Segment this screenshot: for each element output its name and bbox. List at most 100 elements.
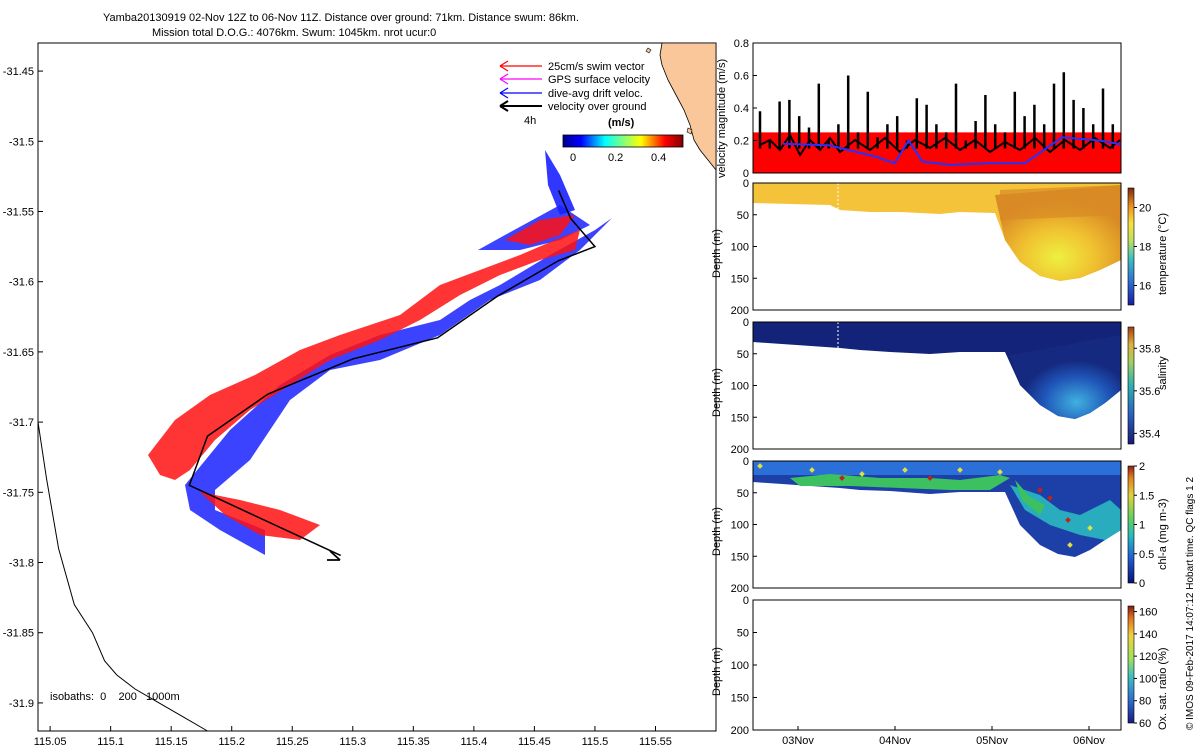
chla-max-layer: [790, 474, 1010, 490]
depth-tick-label: 50: [737, 628, 749, 640]
vel-ytick-label: 0.4: [734, 103, 749, 115]
temperature-colorbar: [1127, 187, 1135, 306]
qc-flag-marker: [1065, 517, 1071, 523]
chla-field: [753, 461, 1121, 557]
depth-tick-label: 0: [743, 595, 749, 607]
ground-speed-stairs: [759, 133, 1121, 157]
legend-gps-arrowhead: [499, 73, 509, 85]
legend-gps: GPS surface velocity: [548, 74, 651, 86]
qc-flag-marker: [859, 471, 865, 477]
colorbar-label: (m/s): [608, 117, 635, 129]
chla-cbar-label: chl-a (mg m-3): [1157, 498, 1169, 570]
vel-yticks: 0 0.2 0.4 0.6 0.8: [734, 38, 757, 180]
qc-flag-marker: [927, 475, 933, 481]
qc-flag-marker: [1087, 525, 1093, 531]
salinity-field: [753, 322, 1121, 419]
cbar-tick-label: 18: [1139, 242, 1151, 254]
chla-surface: [753, 461, 1121, 475]
swim-vector-fill: [148, 230, 580, 480]
map-lat-tick-label: -31.5: [9, 136, 34, 148]
cbar-tick-label: 160: [1139, 607, 1157, 619]
chla-ylabel: Depth (m): [711, 507, 723, 556]
date-tick-label: 04Nov: [879, 735, 911, 747]
map-panel: -31.45 -31.5 -31.55 -31.6 -31.65 -31.7 -31.75 -…: [3, 42, 717, 748]
speed-colorbar: [562, 134, 684, 148]
oxygen-ylabel: Depth (m): [711, 647, 723, 696]
temp-cticks: 16 18 20: [1134, 203, 1151, 293]
cbar-tick-label: 2: [1139, 461, 1145, 473]
legend-dive-arrowhead: [499, 87, 509, 99]
depth-tick-label: 150: [731, 693, 749, 705]
chla-colorbar: [1127, 465, 1135, 584]
chla-yticks: 0 50 100 150 200: [731, 456, 757, 595]
map-lat-ticks: -31.45 -31.5 -31.55 -31.6 -31.65 -31.7 -31.75 -…: [3, 66, 43, 710]
salinity-cbar-label: salinity: [1157, 356, 1169, 390]
map-lat-tick-label: -31.65: [3, 347, 34, 359]
vel-ytick-label: 0.2: [734, 136, 749, 148]
map-lon-tick-label: 115.5: [582, 736, 609, 748]
ox-cticks: 60 80 100 120 140 160: [1134, 607, 1157, 730]
depth-tick-label: 200: [731, 305, 749, 317]
map-lon-tick-label: 115.3: [339, 736, 366, 748]
map-lon-ticks: 115.05 115.1 115.15 115.2 115.25 115.3 115.35 1…: [34, 726, 672, 748]
depth-tick-label: 100: [731, 660, 749, 672]
map-lon-tick-label: 115.45: [518, 736, 551, 748]
salinity-ylabel: Depth (m): [711, 368, 723, 417]
island-2: [686, 127, 693, 135]
date-tick-label: 06Nov: [1073, 735, 1105, 747]
map-lon-tick-label: 115.05: [34, 736, 67, 748]
ground-track: [188, 190, 597, 557]
salinity-high-deep: [1010, 335, 1121, 419]
map-lat-tick-label: -31.7: [9, 417, 34, 429]
depth-tick-label: 200: [731, 725, 749, 737]
ground-track-arrowhead: [327, 550, 341, 561]
map-lat-tick-label: -31.8: [9, 558, 34, 570]
map-lon-tick-label: 115.1: [97, 736, 124, 748]
depth-tick-label: 150: [731, 273, 749, 285]
date-tick-label: 03Nov: [782, 735, 814, 747]
legend-interval: 4h: [524, 115, 536, 127]
qc-flag-marker: [1067, 542, 1073, 548]
drift-vector-fill-3: [545, 150, 575, 215]
cbar-tick-label: 0: [1139, 578, 1145, 590]
sal-cticks: 35.4 35.6 35.8: [1134, 343, 1160, 440]
map-lat-tick-label: -31.6: [9, 277, 34, 289]
cbar-tick-label: 100: [1139, 673, 1157, 685]
colorbar-tick-2: 0.4: [651, 152, 666, 164]
imos-side-label: © IMOS 09-Feb-2017 14:07:12 Hobart time.…: [1185, 477, 1196, 730]
qc-flag-marker: [839, 475, 845, 481]
map-lon-tick-label: 115.2: [218, 736, 245, 748]
depth-tick-label: 0: [743, 178, 749, 190]
legend-swim-arrowhead: [499, 60, 509, 72]
map-lon-tick-label: 115.4: [460, 736, 487, 748]
vel-ytick-label: 0: [743, 168, 749, 180]
depth-tick-label: 50: [737, 210, 749, 222]
map-legend: 25cm/s swim vector GPS surface velocity …: [499, 60, 684, 164]
cbar-tick-label: 140: [1139, 629, 1157, 641]
temperature-panel: 0 50 100 150 200 Depth (m) 16 18 20 temperatur…: [711, 178, 1169, 317]
vel-spikes: [758, 72, 1115, 149]
depth-tick-label: 100: [731, 381, 749, 393]
qc-flag-marker: [902, 467, 908, 473]
chla-cticks: 0 0.5 1 1.5 2: [1134, 461, 1154, 590]
coastline: [37, 422, 208, 732]
chla-panel: 0 50 100 150 200 Depth (m) 0 0.5 1 1.5 2 chl-a (…: [711, 456, 1169, 595]
land-patch: [659, 42, 717, 172]
chla-deep-peak: [1015, 480, 1045, 515]
cbar-tick-label: 20: [1139, 203, 1151, 215]
cbar-tick-label: 35.8: [1139, 343, 1160, 355]
vel-ytick-label: 0.6: [734, 71, 749, 83]
legend-vog: velocity over ground: [548, 101, 646, 113]
cbar-tick-label: 35.4: [1139, 428, 1160, 440]
qc-flag-marker: [757, 463, 763, 469]
swim-vector-fill-3: [505, 215, 575, 245]
depth-tick-label: 150: [731, 551, 749, 563]
depth-tick-label: 150: [731, 412, 749, 424]
map-lon-tick-label: 115.55: [639, 736, 672, 748]
title-line-1: Yamba20130919 02-Nov 12Z to 06-Nov 11Z. …: [103, 12, 579, 24]
depth-tick-label: 100: [731, 520, 749, 532]
temp-yticks: 0 50 100 150 200: [731, 178, 757, 317]
sal-yticks: 0 50 100 150 200: [731, 317, 757, 456]
vel-ytick-label: 0.8: [734, 38, 749, 50]
